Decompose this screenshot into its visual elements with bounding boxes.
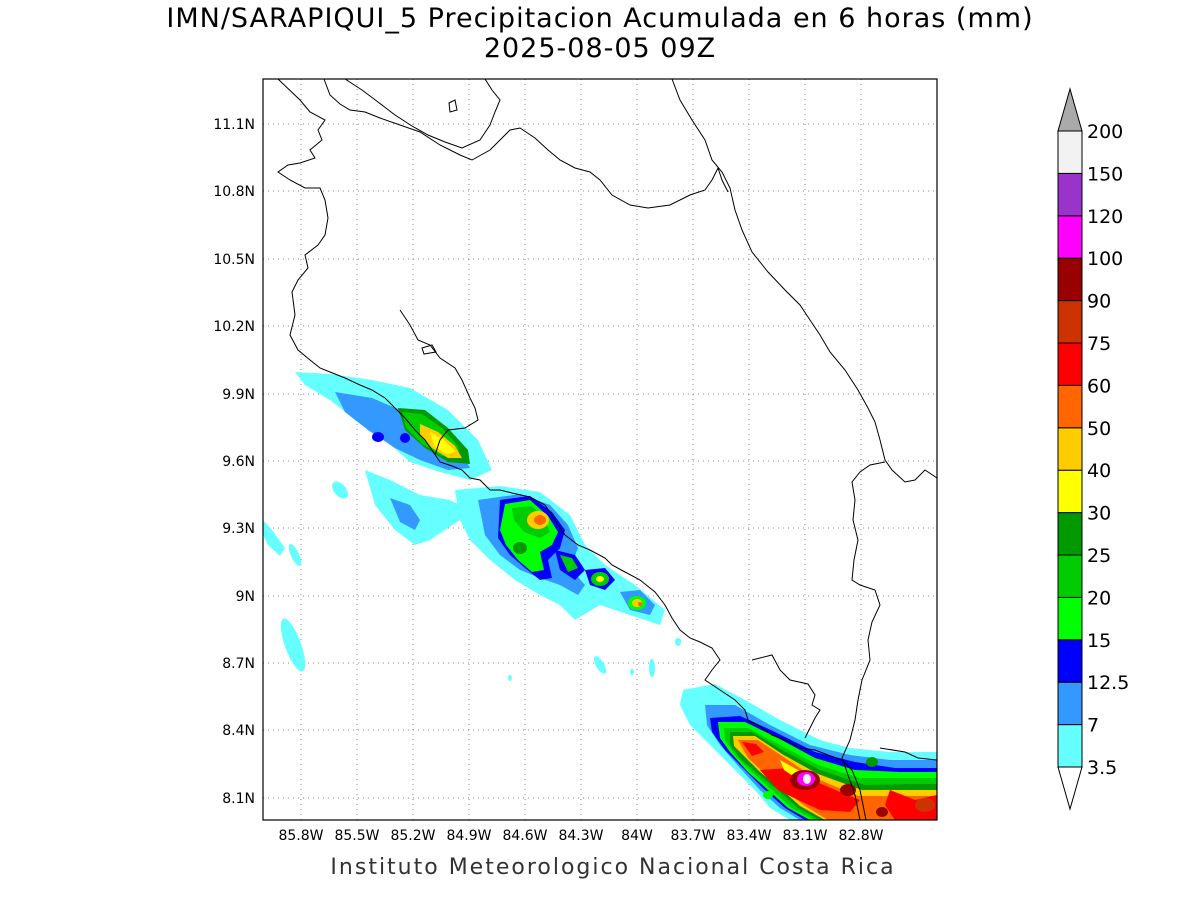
longitude-axis: 85.8W 85.5W 85.2W 84.9W 84.6W 84.3W 84W … — [278, 828, 883, 844]
lat-label: 9.6N — [222, 454, 255, 470]
colorbar: 3.5 7 12.5 15 20 25 30 40 50 60 75 90 100 120 150 200 — [1057, 87, 1129, 811]
lat-label: 10.8N — [213, 184, 255, 200]
colorbar-bin — [1057, 215, 1083, 259]
colorbar-level-label: 100 — [1087, 248, 1123, 270]
colorbar-level-label: 12.5 — [1087, 672, 1129, 694]
caribbean-coastline — [323, 79, 729, 209]
colorbar-level-label: 40 — [1087, 460, 1111, 482]
colorbar-level-label: 60 — [1087, 375, 1111, 397]
lon-label: 84.9W — [446, 828, 491, 844]
burica-coast — [879, 747, 937, 761]
colorbar-bin — [1057, 300, 1083, 344]
colorbar-under-triangle — [1057, 766, 1083, 811]
colorbar-bin — [1057, 596, 1083, 641]
lake-islet — [448, 99, 458, 113]
lon-label: 83.7W — [670, 828, 715, 844]
colorbar-level-label: 120 — [1087, 206, 1123, 228]
rain-scattered-cells — [263, 481, 681, 681]
colorbar-level-label: 50 — [1087, 418, 1111, 440]
colorbar-level-label: 7 — [1087, 715, 1099, 737]
colorbar-level-label: 150 — [1087, 163, 1123, 185]
precipitation-field — [263, 372, 937, 820]
lat-label: 10.2N — [213, 319, 255, 335]
map-frame — [262, 78, 938, 821]
coastlines-and-borders — [277, 79, 937, 820]
nicaragua-border — [671, 79, 937, 483]
lon-label: 83.1W — [782, 828, 827, 844]
lat-label: 8.4N — [222, 723, 255, 739]
colorbar-bin — [1057, 512, 1083, 556]
colorbar-bin — [1057, 554, 1083, 598]
rain-band-southeast — [680, 684, 937, 820]
colorbar-level-label: 25 — [1087, 545, 1111, 567]
lon-label: 85.5W — [334, 828, 379, 844]
colorbar-bin — [1057, 427, 1083, 471]
rain-band-central — [365, 470, 665, 625]
lon-label: 83.4W — [726, 828, 771, 844]
lon-label: 84.6W — [502, 828, 547, 844]
lat-label: 10.5N — [213, 252, 255, 268]
colorbar-level-label: 30 — [1087, 503, 1111, 525]
colorbar-level-label: 200 — [1087, 121, 1123, 143]
lon-label: 85.8W — [278, 828, 323, 844]
colorbar-level-label: 75 — [1087, 333, 1111, 355]
map-valid-time: 2025-08-05 09Z — [483, 33, 717, 64]
map-title: IMN/SARAPIQUI_5 Precipitacion Acumulada … — [166, 3, 1034, 34]
lon-label: 84W — [621, 828, 653, 844]
lake-nicaragua-shore — [344, 79, 501, 149]
colorbar-bin — [1057, 130, 1083, 174]
lon-label: 82.8W — [838, 828, 883, 844]
nicoya-gulf-coast — [399, 309, 479, 456]
map-gridlines — [263, 79, 937, 820]
lat-label: 9.3N — [222, 521, 255, 537]
colorbar-bin — [1057, 681, 1083, 726]
lat-label: 8.7N — [222, 656, 255, 672]
colorbar-over-triangle — [1057, 87, 1083, 132]
colorbar-bin — [1057, 257, 1083, 302]
colorbar-bin — [1057, 724, 1083, 768]
credit-line: Instituto Meteorologico Nacional Costa R… — [330, 855, 896, 880]
lon-label: 84.3W — [558, 828, 603, 844]
rain-band-northwest — [295, 372, 492, 480]
pacific-coastline — [277, 79, 867, 820]
colorbar-level-label: 90 — [1087, 291, 1111, 313]
panama-border — [841, 461, 886, 820]
colorbar-bin — [1057, 342, 1083, 386]
colorbar-level-label: 15 — [1087, 630, 1111, 652]
colorbar-level-label: 20 — [1087, 587, 1111, 609]
latitude-axis: 11.1N 10.8N 10.5N 10.2N 9.9N 9.6N 9.3N 9… — [213, 117, 255, 807]
colorbar-bin — [1057, 639, 1083, 683]
lat-label: 11.1N — [213, 117, 255, 133]
lat-label: 9.9N — [222, 387, 255, 403]
nicoya-island — [421, 344, 437, 355]
lat-label: 9N — [236, 589, 255, 605]
osa-peninsula — [751, 654, 821, 739]
lon-label: 85.2W — [390, 828, 435, 844]
colorbar-level-label: 3.5 — [1087, 757, 1117, 779]
colorbar-bin — [1057, 384, 1083, 429]
lat-label: 8.1N — [222, 791, 255, 807]
colorbar-bin — [1057, 172, 1083, 217]
colorbar-bin — [1057, 469, 1083, 514]
